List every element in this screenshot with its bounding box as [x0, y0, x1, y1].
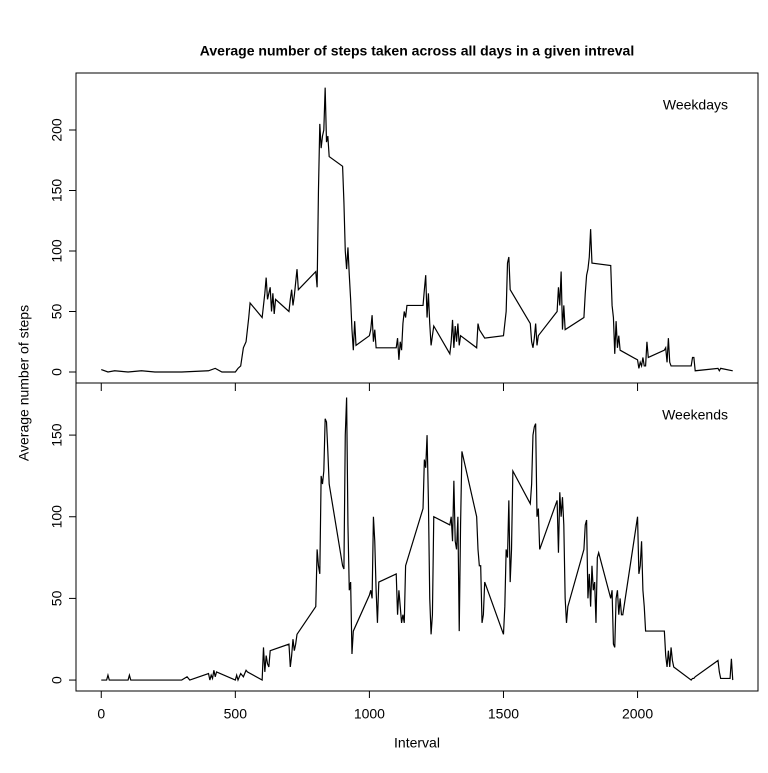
y-tick-label: 150 — [49, 179, 65, 203]
x-tick-label: 1000 — [354, 706, 385, 722]
y-tick-label: 100 — [49, 239, 65, 263]
panel-frame — [75, 382, 759, 692]
x-tick-label: 0 — [97, 706, 105, 722]
y-tick-label: 0 — [49, 368, 65, 376]
y-tick-label: 50 — [49, 590, 65, 606]
panel-label: Weekdays — [663, 97, 728, 113]
y-tick-label: 200 — [49, 118, 65, 142]
x-axis-label: Interval — [394, 735, 440, 751]
y-tick-label: 50 — [49, 303, 65, 319]
series-line — [101, 397, 734, 682]
x-tick-label: 2000 — [622, 706, 653, 722]
y-tick-label: 100 — [49, 505, 65, 529]
panel-label: Weekends — [662, 407, 728, 423]
y-axis-label: Average number of steps — [16, 305, 32, 461]
x-tick-label: 500 — [224, 706, 248, 722]
x-tick-label: 1500 — [488, 706, 519, 722]
panel-frame — [75, 72, 759, 384]
series-line — [101, 87, 733, 373]
y-tick-label: 0 — [49, 676, 65, 684]
y-tick-label: 150 — [49, 423, 65, 447]
chart-title: Average number of steps taken across all… — [200, 43, 634, 59]
